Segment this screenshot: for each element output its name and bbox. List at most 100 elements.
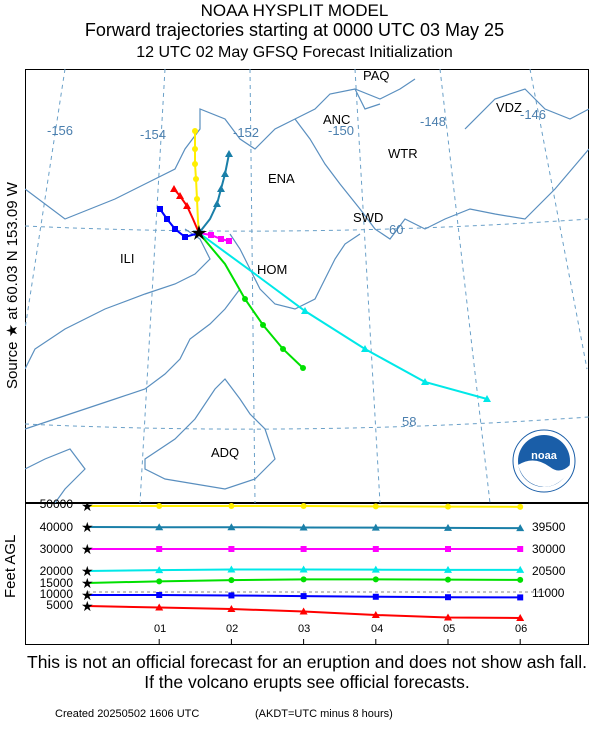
altitude-point bbox=[299, 565, 308, 573]
altitude-point bbox=[228, 546, 235, 552]
altitude-point bbox=[156, 592, 163, 598]
altitude-point bbox=[517, 546, 524, 552]
x-tick-label: 05 bbox=[443, 623, 456, 635]
altitude-point bbox=[517, 594, 524, 601]
place-label: HOM bbox=[257, 262, 287, 277]
trajectory-magenta bbox=[198, 232, 232, 244]
altitude-point bbox=[516, 524, 525, 532]
altitude-point bbox=[156, 546, 163, 552]
altitude-point bbox=[300, 593, 307, 600]
source-star-marker: ★ bbox=[81, 575, 94, 591]
altitude-point bbox=[156, 503, 163, 509]
trajectory-steelblue bbox=[198, 150, 233, 234]
noaa-logo-text: noaa bbox=[531, 450, 558, 462]
lon-label: -148 bbox=[420, 114, 446, 129]
altitude-point bbox=[444, 523, 452, 531]
lon-label: -146 bbox=[520, 107, 546, 122]
source-location-label: Source ★ at 60.03 N 153.09 W bbox=[4, 182, 21, 389]
lon-line-150 bbox=[354, 69, 381, 503]
lon-line-148 bbox=[439, 69, 491, 503]
lon-label: -156 bbox=[47, 123, 73, 138]
place-label: SWD bbox=[353, 210, 383, 225]
timezone-note: (AKDT=UTC minus 8 hours) bbox=[255, 708, 393, 720]
y-tick-label: 15000 bbox=[39, 576, 73, 590]
source-star-marker: ★ bbox=[81, 503, 94, 514]
place-label: ILI bbox=[120, 251, 134, 266]
right-altitude-label: 30000 bbox=[532, 542, 566, 556]
altitude-point bbox=[371, 611, 380, 618]
altitude-point bbox=[372, 503, 379, 510]
lon-line-154 bbox=[139, 69, 166, 503]
source-star-marker: ★ bbox=[81, 563, 94, 579]
y-tick-label: 10000 bbox=[39, 587, 73, 601]
trajectory-green bbox=[198, 232, 306, 371]
place-label: ANC bbox=[323, 112, 350, 127]
place-label: ENA bbox=[268, 171, 295, 186]
altitude-point bbox=[300, 546, 307, 552]
altitude-point bbox=[156, 578, 163, 585]
altitude-point bbox=[372, 546, 379, 552]
trajectory-cyan bbox=[198, 232, 491, 402]
altitude-point bbox=[444, 565, 452, 573]
altitude-point bbox=[227, 605, 236, 612]
lat-label: 60 bbox=[389, 222, 403, 237]
source-star-marker: ★ bbox=[81, 519, 94, 535]
altitude-point bbox=[371, 565, 380, 573]
right-altitude-label: 11000 bbox=[532, 586, 565, 600]
altitude-point bbox=[445, 594, 451, 601]
noaa-logo: noaa bbox=[512, 429, 576, 493]
altitude-point bbox=[445, 576, 451, 583]
trajectory-map: -156 -154 -152 -150 -148 -146 60 58 PAQ … bbox=[25, 69, 589, 503]
x-tick-label: 04 bbox=[371, 623, 384, 635]
place-labels: PAQ ANC VDZ WTR ENA SWD ILI HOM ADQ bbox=[120, 69, 522, 460]
x-tick-label: 06 bbox=[515, 623, 528, 635]
lon-line-156 bbox=[25, 69, 66, 330]
y-tick-label: 30000 bbox=[39, 542, 73, 556]
altitude-point bbox=[155, 523, 164, 531]
altitude-point bbox=[516, 565, 525, 573]
lon-line-146 bbox=[529, 69, 588, 370]
altitude-point bbox=[227, 523, 236, 531]
title-line-3: 12 UTC 02 May GFSQ Forecast Initializati… bbox=[136, 44, 453, 61]
altitude-point bbox=[444, 613, 452, 621]
disclaimer-text: This is not an official forecast for an … bbox=[27, 652, 587, 692]
lon-label: -152 bbox=[233, 125, 259, 140]
source-star bbox=[191, 225, 207, 240]
altitude-point bbox=[155, 603, 164, 611]
lat-line-58 bbox=[25, 416, 589, 430]
altitude-point bbox=[445, 546, 451, 552]
title-line-2: Forward trajectories starting at 0000 UT… bbox=[84, 20, 505, 40]
trajectory-yellow bbox=[192, 128, 200, 234]
lon-labels: -156 -154 -152 -150 -148 -146 60 58 bbox=[47, 107, 546, 429]
title-line-1: NOAA HYSPLIT MODEL bbox=[200, 1, 389, 20]
altitude-point bbox=[300, 503, 307, 509]
altitude-point bbox=[228, 592, 235, 599]
altitude-chart: ★★★★★★★ bbox=[25, 503, 589, 645]
altitude-point bbox=[299, 523, 308, 531]
right-altitude-label: 39500 bbox=[532, 520, 566, 534]
trajectory-red bbox=[170, 185, 200, 234]
altitude-point bbox=[228, 577, 235, 584]
coastline bbox=[25, 78, 589, 503]
graticule bbox=[25, 69, 589, 503]
y-tick-label: 20000 bbox=[39, 564, 73, 578]
source-star-marker: ★ bbox=[81, 541, 94, 557]
altitude-point bbox=[516, 614, 525, 621]
altitude-point bbox=[517, 576, 524, 583]
y-tick-label: 40000 bbox=[39, 520, 73, 534]
altitude-point bbox=[372, 576, 379, 583]
created-timestamp: Created 20250502 1606 UTC bbox=[55, 708, 200, 720]
altitude-point bbox=[228, 503, 235, 509]
place-label: VDZ bbox=[496, 100, 522, 115]
lat-line-60 bbox=[25, 218, 589, 232]
altitude-point bbox=[517, 503, 524, 510]
trajectory-blue bbox=[157, 206, 200, 240]
lon-line-152 bbox=[249, 69, 256, 503]
place-label: ADQ bbox=[211, 445, 239, 460]
altitude-point bbox=[299, 607, 308, 615]
trajectory-paths bbox=[157, 128, 491, 402]
x-tick-label: 01 bbox=[154, 623, 167, 635]
y-tick-label: 5000 bbox=[46, 598, 73, 612]
altitude-point bbox=[445, 503, 451, 510]
source-star-marker: ★ bbox=[81, 598, 94, 614]
